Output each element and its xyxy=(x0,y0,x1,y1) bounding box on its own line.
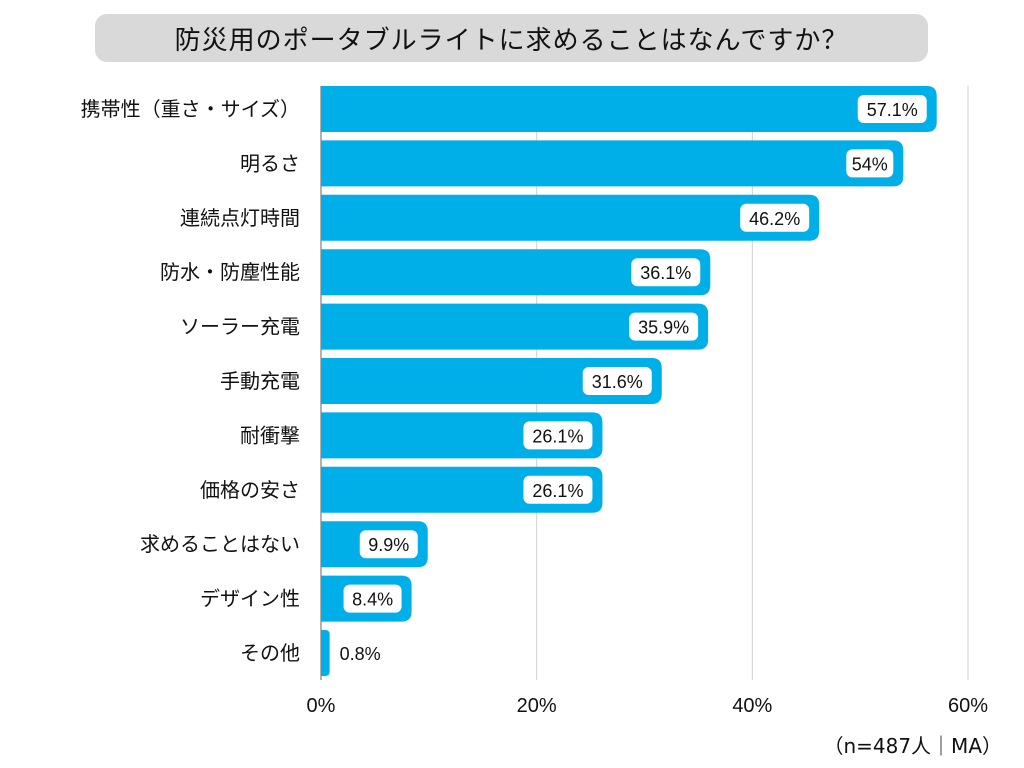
category-label: 求めることはない xyxy=(140,532,300,556)
value-label: 35.9% xyxy=(638,318,689,338)
value-label: 57.1% xyxy=(867,100,918,120)
value-label-box xyxy=(857,95,927,123)
value-label: 9.9% xyxy=(368,535,409,555)
x-tick-label: 20% xyxy=(517,695,557,717)
bar xyxy=(321,194,820,241)
x-tick-label: 0% xyxy=(307,695,336,717)
value-label: 26.1% xyxy=(532,426,583,446)
value-label: 46.2% xyxy=(749,209,800,229)
value-label: 8.4% xyxy=(352,590,393,610)
value-label: 26.1% xyxy=(532,481,583,501)
x-tick-label: 40% xyxy=(732,695,772,717)
value-label-box xyxy=(740,203,810,232)
bar xyxy=(321,303,709,350)
value-label: 0.8% xyxy=(340,644,381,664)
bar xyxy=(321,630,330,676)
category-label: その他 xyxy=(240,641,300,665)
value-label-box xyxy=(582,367,652,395)
bar xyxy=(321,358,662,404)
bar xyxy=(321,140,904,187)
sample-note: （n=487人｜MA） xyxy=(823,734,1002,758)
value-label-box xyxy=(523,475,593,504)
x-tick-label: 60% xyxy=(948,695,988,717)
category-label: 防水・防塵性能 xyxy=(160,260,300,284)
chart-title: 防災用のポータブルライトに求めることはなんですか？ xyxy=(95,14,928,62)
category-label: デザイン性 xyxy=(200,587,300,611)
category-label: 連続点灯時間 xyxy=(180,206,300,230)
value-label-box xyxy=(631,258,701,287)
category-label: ソーラー充電 xyxy=(180,315,300,339)
bar xyxy=(321,86,937,132)
value-label: 54% xyxy=(852,154,888,174)
category-label: 価格の安さ xyxy=(200,478,300,502)
value-label-box xyxy=(343,584,402,613)
value-label: 36.1% xyxy=(640,263,691,283)
value-label-box xyxy=(846,149,894,178)
value-label-box xyxy=(523,421,593,450)
category-label: 耐衝撃 xyxy=(240,423,300,447)
bar xyxy=(321,249,711,296)
category-label: 明るさ xyxy=(240,151,300,175)
category-label: 携帯性（重さ・サイズ） xyxy=(81,97,300,121)
value-label-box xyxy=(629,312,699,341)
value-label: 31.6% xyxy=(592,372,643,392)
category-label: 手動充電 xyxy=(220,369,300,393)
value-label-box xyxy=(359,530,418,559)
